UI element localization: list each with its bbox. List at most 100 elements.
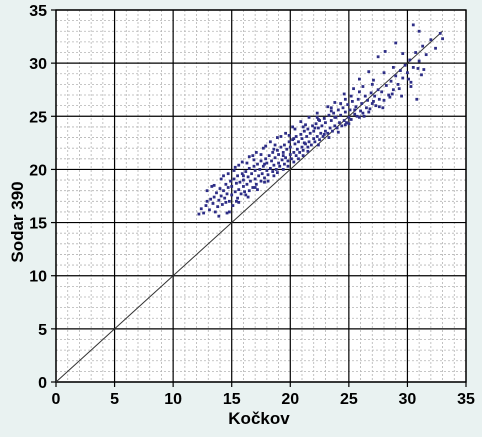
data-point <box>273 143 277 147</box>
data-point <box>297 140 300 144</box>
data-point <box>358 77 361 81</box>
y-tick-label: 10 <box>29 269 47 286</box>
data-point <box>292 137 296 141</box>
data-point <box>274 168 278 171</box>
data-point <box>359 109 362 113</box>
data-point <box>244 193 248 197</box>
data-point <box>308 131 312 135</box>
data-point <box>208 208 211 212</box>
data-point <box>222 174 225 178</box>
data-point <box>306 145 310 149</box>
data-point <box>246 175 250 179</box>
data-point <box>292 160 296 164</box>
data-point <box>253 169 257 172</box>
data-point <box>258 168 262 171</box>
data-point <box>233 165 237 169</box>
data-point <box>202 211 205 215</box>
data-point <box>242 178 245 182</box>
data-point <box>326 105 330 109</box>
data-point <box>307 115 311 119</box>
data-point <box>314 122 318 126</box>
data-point <box>342 92 346 96</box>
data-point <box>372 78 375 82</box>
data-point <box>278 164 282 168</box>
data-point <box>372 100 375 103</box>
data-point <box>272 163 276 167</box>
data-points <box>197 23 444 218</box>
data-point <box>382 98 386 102</box>
data-point <box>322 132 326 136</box>
data-point <box>317 118 320 121</box>
data-point <box>199 207 203 211</box>
data-point <box>290 157 293 161</box>
data-point <box>353 108 357 112</box>
data-point <box>356 97 360 101</box>
data-point <box>279 145 283 149</box>
data-point <box>370 83 374 86</box>
data-point <box>276 136 279 139</box>
data-point <box>322 117 326 120</box>
data-point <box>276 171 279 175</box>
data-point <box>271 151 275 154</box>
data-point <box>299 132 303 136</box>
data-point <box>349 94 353 98</box>
data-point <box>281 154 285 158</box>
data-point <box>253 177 257 181</box>
data-point <box>370 102 374 105</box>
data-point <box>217 198 221 202</box>
data-point <box>363 94 367 98</box>
data-point <box>261 146 265 150</box>
data-point <box>361 111 365 115</box>
data-point <box>242 185 245 188</box>
data-point <box>281 151 285 154</box>
major-grid <box>51 9 467 387</box>
data-point <box>227 210 231 214</box>
x-tick-label: 25 <box>340 391 358 408</box>
data-point <box>273 156 277 160</box>
data-point <box>313 140 317 144</box>
data-point <box>362 114 366 118</box>
data-point <box>263 162 266 166</box>
data-point <box>251 186 255 189</box>
data-point <box>417 59 421 63</box>
data-point <box>251 154 255 158</box>
data-point <box>367 110 371 114</box>
data-point <box>327 113 331 117</box>
data-point <box>283 143 286 147</box>
data-point <box>277 161 280 165</box>
x-tick-label: 5 <box>110 391 119 408</box>
data-point <box>252 164 256 168</box>
data-point <box>318 138 321 142</box>
data-point <box>333 115 337 119</box>
data-point <box>212 183 216 187</box>
data-point <box>389 79 393 83</box>
data-point <box>230 185 234 188</box>
data-point <box>326 131 330 135</box>
plot-frame <box>55 9 467 383</box>
data-point <box>377 97 381 101</box>
data-point <box>329 119 333 122</box>
data-point <box>348 108 352 112</box>
data-point <box>219 177 223 181</box>
data-point <box>407 77 410 81</box>
data-point <box>429 38 433 42</box>
data-point <box>232 169 236 172</box>
data-point <box>293 127 297 131</box>
data-point <box>235 199 238 203</box>
data-point <box>306 149 310 153</box>
data-point <box>301 125 305 129</box>
data-point <box>213 210 217 214</box>
data-point <box>434 46 437 50</box>
data-point <box>350 100 354 103</box>
data-point <box>280 158 284 162</box>
data-point <box>416 67 420 70</box>
data-point <box>394 74 398 78</box>
data-point <box>240 172 244 176</box>
data-point <box>225 211 229 215</box>
data-point <box>312 137 316 141</box>
data-point <box>267 154 271 158</box>
data-point <box>284 156 287 160</box>
data-point <box>311 124 314 128</box>
data-point <box>281 168 285 171</box>
